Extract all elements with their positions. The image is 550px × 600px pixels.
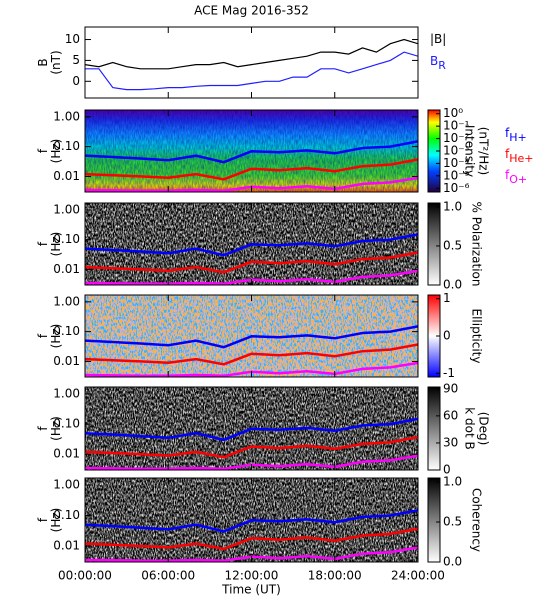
series-line bbox=[85, 527, 418, 551]
series-line bbox=[85, 51, 418, 91]
legend-name: B bbox=[430, 54, 438, 68]
y-tick-label: 5 bbox=[72, 53, 80, 67]
legend-name: f bbox=[505, 147, 510, 161]
series-line bbox=[85, 417, 418, 442]
colorbar-tick-label: 10⁰ bbox=[443, 106, 463, 120]
colorbar bbox=[427, 202, 441, 286]
colorbar bbox=[427, 386, 441, 471]
colorbar-label: Ellipticity bbox=[470, 309, 484, 364]
colorbar-label: % Polarization bbox=[470, 202, 484, 287]
y-axis-label: (Hz) bbox=[49, 139, 63, 164]
colorbar-tick-label: 60 bbox=[443, 408, 458, 422]
chart-title: ACE Mag 2016-352 bbox=[194, 4, 309, 18]
y-tick-label: 0 bbox=[72, 74, 80, 88]
colorbar-tick-label: 1.0 bbox=[443, 475, 462, 489]
y-axis-label: B bbox=[36, 58, 50, 66]
series-line bbox=[85, 158, 418, 181]
colorbar-tick-label: 1 bbox=[443, 291, 451, 305]
legend-subscript: H+ bbox=[509, 131, 527, 144]
colorbar-tick-label: 0 bbox=[443, 329, 451, 343]
legend-label: fO+ bbox=[505, 168, 527, 187]
legend-subscript: O+ bbox=[509, 173, 527, 186]
legend-subscript: He+ bbox=[509, 152, 533, 165]
legend-label: fH+ bbox=[505, 126, 527, 145]
legend-subscript: R bbox=[438, 59, 446, 72]
y-axis-label: (Hz) bbox=[49, 508, 63, 533]
y-axis-label: f bbox=[36, 241, 50, 246]
colorbar-tick-label: 30 bbox=[443, 435, 458, 449]
x-tick-label: 00:00:00 bbox=[58, 569, 112, 583]
y-tick-label: 0.01 bbox=[53, 169, 80, 183]
colorbar-label: (nT²/Hz) bbox=[477, 127, 491, 175]
y-tick-label: 1.00 bbox=[53, 294, 80, 308]
colorbar bbox=[427, 477, 441, 563]
series-line bbox=[85, 38, 418, 70]
y-axis-label: f bbox=[36, 148, 50, 153]
colorbar-tick-label: 0.0 bbox=[443, 278, 462, 292]
colorbar-tick-label: 10⁻² bbox=[443, 131, 470, 145]
y-tick-label: 0.01 bbox=[53, 539, 80, 553]
legend-name: |B| bbox=[430, 32, 446, 46]
colorbar-label: (Deg) bbox=[477, 412, 491, 446]
y-tick-label: 0.10 bbox=[53, 324, 80, 338]
colorbar-label: Intensity bbox=[463, 125, 477, 177]
colorbar-tick-label: 0.5 bbox=[443, 238, 462, 252]
colorbar-tick-label: 10⁻⁶ bbox=[443, 181, 470, 195]
colorbar-tick-label: 0.0 bbox=[443, 555, 462, 569]
y-tick-label: 0.01 bbox=[53, 447, 80, 461]
y-tick-label: 0.01 bbox=[53, 262, 80, 276]
legend-label: BR bbox=[430, 54, 446, 73]
colorbar-tick-label: 1.0 bbox=[443, 199, 462, 213]
y-tick-label: 1.00 bbox=[53, 478, 80, 492]
y-axis-label: (Hz) bbox=[49, 324, 63, 349]
colorbar-tick-label: 10⁻⁵ bbox=[443, 168, 470, 182]
colorbar-tick-label: 0 bbox=[443, 463, 451, 477]
colorbar-tick-label: 10⁻¹ bbox=[443, 119, 470, 133]
plot-frame bbox=[84, 26, 419, 99]
legend-label: |B| bbox=[430, 32, 446, 46]
y-tick-label: 0.10 bbox=[53, 417, 80, 431]
y-tick-label: 0.01 bbox=[53, 354, 80, 368]
series-line bbox=[85, 343, 418, 366]
series-line bbox=[85, 140, 418, 164]
legend-name: f bbox=[505, 126, 510, 140]
series-line bbox=[85, 233, 418, 257]
y-axis-label: (nT) bbox=[49, 50, 63, 74]
x-tick-label: 06:00:00 bbox=[141, 569, 195, 583]
colorbar-tick-label: 90 bbox=[443, 381, 458, 395]
legend-label: fHe+ bbox=[505, 147, 534, 166]
y-axis-label: (Hz) bbox=[49, 232, 63, 257]
series-line bbox=[85, 325, 418, 349]
y-tick-label: 10 bbox=[65, 32, 80, 46]
colorbar-tick-label: -1 bbox=[443, 366, 455, 380]
y-tick-label: 0.10 bbox=[53, 139, 80, 153]
colorbar-tick-label: 10⁻⁴ bbox=[443, 156, 470, 170]
x-tick-label: 12:00:00 bbox=[225, 569, 279, 583]
y-tick-label: 0.10 bbox=[53, 508, 80, 522]
series-line bbox=[85, 508, 418, 533]
x-axis-label: Time (UT) bbox=[221, 583, 281, 597]
y-tick-label: 1.00 bbox=[53, 109, 80, 123]
colorbar-label: Coherency bbox=[470, 488, 484, 552]
y-axis-label: f bbox=[36, 426, 50, 431]
y-axis-label: (Hz) bbox=[49, 416, 63, 441]
x-tick-label: 18:00:00 bbox=[308, 569, 362, 583]
colorbar-label: k dot B bbox=[463, 407, 477, 449]
series-line bbox=[85, 435, 418, 459]
series-line bbox=[85, 251, 418, 274]
x-tick-label: 24:00:00 bbox=[391, 569, 445, 583]
y-tick-label: 1.00 bbox=[53, 386, 80, 400]
legend-name: f bbox=[505, 168, 510, 182]
y-axis-label: f bbox=[36, 517, 50, 522]
y-tick-label: 1.00 bbox=[53, 202, 80, 216]
colorbar-tick-label: 0.5 bbox=[443, 515, 462, 529]
colorbar-tick-label: 10⁻³ bbox=[443, 144, 470, 158]
y-tick-label: 0.10 bbox=[53, 232, 80, 246]
y-axis-label: f bbox=[36, 333, 50, 338]
